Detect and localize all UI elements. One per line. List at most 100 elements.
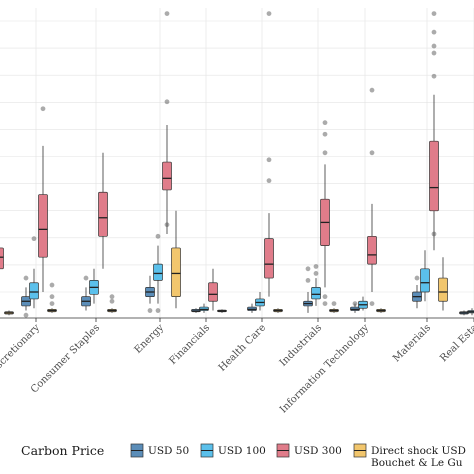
outlier-point (155, 308, 161, 313)
box-iqr (153, 263, 163, 281)
box-iqr (367, 235, 377, 265)
outlier-point (109, 298, 115, 304)
box-usd-100-3 (199, 303, 209, 313)
box-usd-100-5 (311, 264, 321, 306)
outlier-point (266, 11, 272, 16)
grid-lines (0, 8, 474, 318)
outlier-point (266, 157, 272, 163)
outlier-point (369, 301, 375, 306)
outlier-point (431, 73, 437, 79)
box-iqr (171, 247, 181, 297)
outlier-point (313, 271, 319, 276)
box-direct-shock-usd-5 (329, 301, 339, 313)
box-usd-300-5 (320, 120, 330, 306)
box-usd-300-6 (367, 87, 377, 306)
legend-label-line2: Bouchet & Le Gu (371, 457, 463, 469)
box-layer (0, 11, 474, 318)
box-usd-300-7 (429, 11, 439, 251)
outlier-point (40, 106, 46, 112)
box-usd-50-1 (81, 275, 91, 311)
box-iqr (264, 238, 274, 279)
box-usd-50-0 (21, 275, 31, 318)
x-tick-label: Health Care (217, 322, 268, 373)
box-direct-shock-usd-2 (171, 210, 181, 309)
outlier-point (23, 312, 29, 318)
x-tick-label: Energy (133, 322, 167, 356)
outlier-point (322, 301, 328, 306)
box-usd-50-7 (412, 275, 422, 309)
outlier-point (352, 301, 358, 306)
box-iqr (429, 140, 439, 212)
outlier-point (164, 11, 170, 16)
outlier-point (431, 29, 437, 35)
box-usd-50-5 (303, 266, 313, 313)
outlier-point (322, 131, 328, 137)
box-direct-shock-usd-3 (217, 309, 227, 313)
box-iqr (311, 287, 321, 300)
box-usd-100-6 (358, 296, 368, 311)
outlier-point (164, 222, 170, 228)
legend-title: Carbon Price (21, 443, 104, 458)
box-usd-300-1 (98, 152, 108, 269)
outlier-point (49, 282, 55, 288)
outlier-point (305, 266, 311, 272)
legend-entry: USD 100 (200, 443, 266, 458)
outlier-point (331, 301, 337, 306)
box-direct-shock-usd-6 (376, 308, 386, 313)
box-iqr (0, 247, 4, 270)
outlier-point (431, 43, 437, 49)
box-iqr (29, 282, 39, 300)
legend-label: USD 100 (218, 445, 266, 457)
box-partial-left-1 (4, 310, 14, 316)
box-usd-100-4 (255, 292, 265, 311)
legend-label: USD 50 (148, 445, 189, 457)
box-usd-300-3 (208, 268, 218, 311)
x-tick-label: Consumer Staples (29, 322, 102, 395)
box-direct-shock-usd-4 (273, 308, 283, 313)
outlier-point (369, 87, 375, 93)
outlier-point (266, 178, 272, 184)
box-usd-100-2 (153, 233, 163, 313)
outlier-point (431, 231, 437, 237)
box-iqr (162, 161, 172, 191)
x-tick-label: Real Esta (438, 322, 474, 364)
outlier-point (305, 278, 311, 283)
outlier-point (414, 275, 420, 281)
x-tick-label: Financials (168, 322, 213, 367)
outlier-point (369, 150, 375, 156)
box-iqr (38, 194, 48, 258)
box-direct-shock-usd-7 (438, 257, 448, 311)
x-tick-label: Industrials (278, 322, 324, 368)
legend-label: USD 300 (294, 445, 342, 457)
box-iqr (98, 191, 108, 237)
box-usd-50-8 (459, 310, 469, 316)
legend-entry: USD 50 (130, 443, 189, 458)
box-iqr (438, 277, 448, 302)
x-tick-label: r Discretionary (0, 322, 42, 384)
outlier-point (49, 294, 55, 300)
outlier-point (313, 264, 319, 269)
box-usd-300-2 (162, 11, 172, 234)
legend-label: Direct shock USD (371, 445, 466, 457)
box-usd-100-1 (89, 268, 99, 304)
box-iqr (208, 282, 218, 302)
outlier-point (83, 275, 89, 281)
outlier-point (155, 233, 161, 239)
outlier-point (322, 150, 328, 156)
x-tick-label: Materials (391, 322, 433, 364)
box-direct-shock-usd-1 (107, 294, 117, 313)
legend-entry: USD 300 (276, 443, 342, 458)
box-iqr (420, 268, 430, 293)
outlier-point (322, 120, 328, 126)
x-tick-label: Information Technology (278, 322, 371, 415)
outlier-point (23, 275, 29, 281)
box-usd-300-4 (264, 11, 274, 297)
box-usd-50-4 (247, 303, 257, 313)
outlier-point (164, 99, 170, 105)
outlier-point (322, 294, 328, 300)
box-usd-50-6 (350, 301, 360, 313)
box-usd-50-2 (145, 275, 155, 313)
